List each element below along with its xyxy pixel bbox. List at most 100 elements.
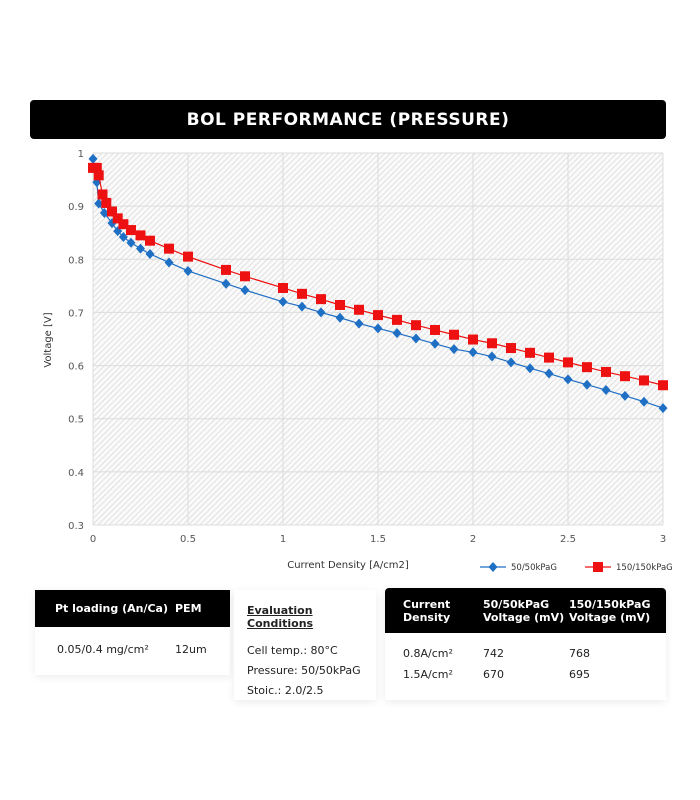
data-point <box>183 251 193 262</box>
data-point <box>93 170 104 181</box>
data-point <box>126 225 136 236</box>
data-point <box>107 206 117 217</box>
data-point <box>582 379 592 390</box>
condition-item: Pressure: 50/50kPaG <box>247 664 361 677</box>
data-point <box>354 318 364 329</box>
data-point <box>449 344 459 355</box>
y-tick-label: 0.4 <box>68 468 84 479</box>
y-tick-label: 1 <box>78 149 84 160</box>
data-point <box>145 248 155 259</box>
legend-label: 50/50kPaG <box>511 563 557 573</box>
voltage-table: Current Density 50/50kPaG Voltage (mV) 1… <box>385 588 666 700</box>
data-point <box>97 189 108 200</box>
condition-item: Cell temp.: 80°C <box>247 644 338 657</box>
grid <box>92 152 664 526</box>
data-point <box>468 347 478 358</box>
cell: 742 <box>483 647 504 660</box>
chart: 0 0.5 1 1.5 2 2.5 3 0.3 0.4 0.5 0.6 0.7 0.8 0.9 1 Volt… <box>43 149 673 573</box>
data-point <box>101 197 112 208</box>
y-tick-label: 0.6 <box>68 362 84 373</box>
data-point <box>164 243 174 254</box>
data-point <box>88 153 98 164</box>
condition-item: Stoic.: 2.0/2.5 <box>247 684 324 697</box>
data-point <box>544 352 554 363</box>
legend-marker <box>488 562 498 572</box>
data-point <box>601 366 611 377</box>
data-point <box>94 198 104 209</box>
header-pt-loading: Pt loading (An/Ca) <box>55 602 168 615</box>
data-point <box>240 271 250 282</box>
data-point <box>221 264 231 275</box>
pt-loading-table: Pt loading (An/Ca) PEM 0.05/0.4 mg/cm² 1… <box>35 590 230 675</box>
cell: 1.5A/cm² <box>403 668 453 681</box>
x-tick-label: 1 <box>280 534 286 545</box>
data-point <box>91 162 102 173</box>
legend-marker <box>593 562 603 572</box>
data-point <box>316 294 326 305</box>
legend-label: 150/150kPaG <box>616 563 673 573</box>
cell: 695 <box>569 668 590 681</box>
data-point <box>278 282 288 293</box>
data-point <box>411 320 421 331</box>
cell-pem: 12um <box>175 643 207 656</box>
data-point <box>99 208 109 219</box>
data-point <box>525 347 535 358</box>
data-point <box>297 301 307 312</box>
data-point <box>335 299 345 310</box>
x-axis-label: Current Density [A/cm2] <box>287 560 409 571</box>
data-point <box>316 307 326 318</box>
data-point <box>582 362 592 373</box>
header-150-voltage: 150/150kPaG Voltage (mV) <box>569 597 651 624</box>
data-point <box>544 368 554 379</box>
data-point <box>373 323 383 334</box>
x-tick-label: 0 <box>90 534 96 545</box>
data-point <box>392 328 402 339</box>
table-row: 0.05/0.4 mg/cm² 12um <box>35 643 230 656</box>
legend: 50/50kPaG 150/150kPaG <box>480 562 673 573</box>
pt-loading-table-header: Pt loading (An/Ca) PEM <box>35 590 230 627</box>
data-point <box>468 334 478 345</box>
x-tick-label: 1.5 <box>370 534 386 545</box>
x-tick-label: 2 <box>470 534 476 545</box>
data-point <box>392 314 402 325</box>
data-point <box>487 351 497 362</box>
cell: 0.8A/cm² <box>403 647 453 660</box>
data-point <box>620 371 630 382</box>
data-point <box>506 357 516 368</box>
data-point <box>240 285 250 296</box>
data-point <box>183 265 193 276</box>
data-point <box>639 375 649 386</box>
data-point <box>430 338 440 349</box>
y-tick-label: 0.8 <box>68 255 84 266</box>
voltage-table-header: Current Density 50/50kPaG Voltage (mV) 1… <box>385 588 666 633</box>
series-150/150kPaG <box>88 162 668 391</box>
data-point <box>297 288 307 299</box>
data-point <box>126 237 136 248</box>
data-point <box>112 213 123 224</box>
data-point <box>278 296 288 307</box>
data-point <box>136 243 145 254</box>
data-point <box>354 304 364 315</box>
header-pem: PEM <box>175 602 202 615</box>
table-row: 0.8A/cm² 742 768 <box>385 647 666 660</box>
data-point <box>135 230 146 241</box>
x-tick-label: 0.5 <box>180 534 196 545</box>
conditions-heading: Evaluation Conditions <box>247 604 314 630</box>
data-point <box>118 231 128 242</box>
chart-title: BOL PERFORMANCE (PRESSURE) <box>30 100 666 139</box>
data-point <box>601 385 611 396</box>
data-point <box>639 396 649 407</box>
data-point <box>335 312 345 323</box>
cell: 670 <box>483 668 504 681</box>
data-point <box>525 363 535 374</box>
data-point <box>563 357 573 368</box>
data-point <box>487 338 497 349</box>
data-point <box>145 235 155 246</box>
axis-ticks: 0 0.5 1 1.5 2 2.5 3 0.3 0.4 0.5 0.6 0.7 0.8 0.9 1 <box>68 149 666 545</box>
data-point <box>164 257 174 268</box>
data-point <box>430 324 440 335</box>
evaluation-conditions: Evaluation Conditions Cell temp.: 80°C P… <box>234 590 376 700</box>
y-axis-label: Voltage [V] <box>43 312 54 367</box>
cell: 768 <box>569 647 590 660</box>
y-tick-label: 0.7 <box>68 308 84 319</box>
